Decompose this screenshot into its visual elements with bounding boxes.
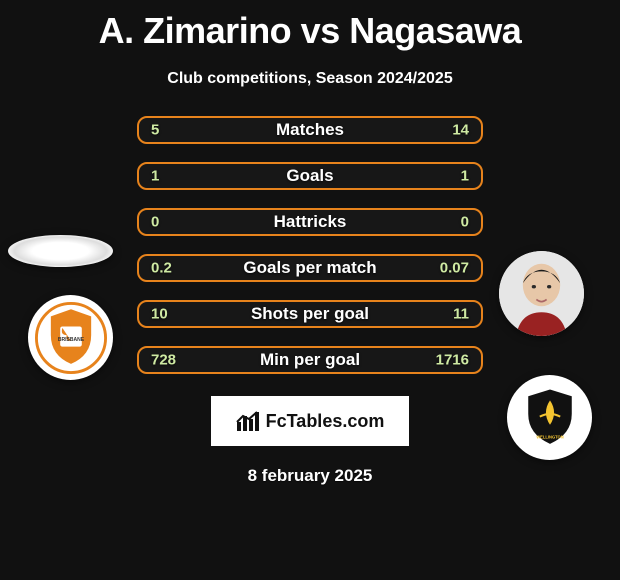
stat-row: 5 Matches 14 [137, 116, 483, 144]
stat-row: 728 Min per goal 1716 [137, 346, 483, 374]
stat-value-right: 11 [453, 306, 469, 323]
player-right-avatar [499, 251, 584, 336]
stat-value-left: 5 [151, 122, 159, 139]
stat-label: Matches [276, 120, 344, 140]
comparison-subtitle: Club competitions, Season 2024/2025 [0, 70, 620, 88]
stat-label: Min per goal [260, 350, 360, 370]
shield-icon: WELLINGTON [516, 384, 584, 452]
stat-value-right: 14 [452, 122, 469, 139]
stat-value-left: 1 [151, 168, 159, 185]
stat-value-right: 1716 [436, 352, 469, 369]
stat-value-left: 728 [151, 352, 176, 369]
branding-box: FcTables.com [211, 396, 409, 446]
branding-text: FcTables.com [266, 411, 385, 432]
stat-label: Goals per match [243, 258, 376, 278]
stat-value-left: 10 [151, 306, 168, 323]
stats-block: BRISBANE WELLINGTON 5 Matches 14 1 Goals… [0, 116, 620, 374]
stat-label: Goals [286, 166, 333, 186]
stat-value-left: 0 [151, 214, 159, 231]
chart-icon [236, 410, 260, 432]
shield-icon: BRISBANE [35, 302, 107, 374]
stat-row: 0 Hattricks 0 [137, 208, 483, 236]
player-left-avatar [8, 235, 113, 267]
person-icon [499, 251, 584, 336]
stat-row: 0.2 Goals per match 0.07 [137, 254, 483, 282]
stat-value-right: 0 [461, 214, 469, 231]
svg-text:BRISBANE: BRISBANE [57, 336, 84, 342]
stat-value-right: 1 [461, 168, 469, 185]
comparison-title: A. Zimarino vs Nagasawa [0, 0, 620, 52]
date-text: 8 february 2025 [0, 466, 620, 486]
club-right-badge: WELLINGTON [507, 375, 592, 460]
stat-value-right: 0.07 [440, 260, 469, 277]
stat-value-left: 0.2 [151, 260, 172, 277]
svg-text:WELLINGTON: WELLINGTON [536, 434, 563, 439]
stat-row: 10 Shots per goal 11 [137, 300, 483, 328]
stat-label: Shots per goal [251, 304, 369, 324]
stat-rows: 5 Matches 14 1 Goals 1 0 Hattricks 0 0.2… [137, 116, 483, 374]
stat-row: 1 Goals 1 [137, 162, 483, 190]
club-left-badge: BRISBANE [28, 295, 113, 380]
stat-label: Hattricks [274, 212, 347, 232]
